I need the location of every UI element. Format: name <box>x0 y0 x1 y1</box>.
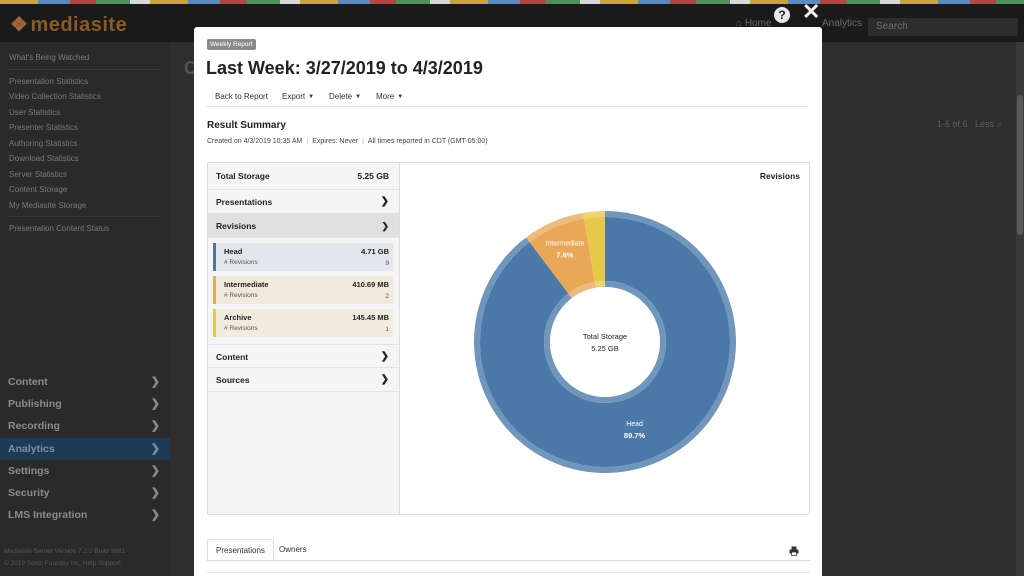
chevron-right-icon: ❯ <box>380 196 389 207</box>
sidebar-link-server-statistics[interactable]: Server Statistics <box>9 169 67 179</box>
sidebar-section-analytics[interactable]: Analytics ❯ <box>0 438 170 460</box>
revisions-row[interactable]: Revisions ❯ <box>208 214 399 238</box>
slice-name-label-head: Head <box>626 421 643 428</box>
tab-presentations[interactable]: Presentations <box>207 539 274 561</box>
donut-slice-inner-ring-archive <box>594 281 605 288</box>
chevron-right-icon: ❯ <box>150 465 160 477</box>
chevron-down-icon: ❯ <box>381 221 389 231</box>
help-link[interactable]: Help <box>82 560 97 567</box>
revision-item-archive[interactable]: Archive 145.45 MB # Revisions 1 <box>213 309 393 337</box>
tab-owners[interactable]: Owners <box>279 545 307 554</box>
sidebar-section-settings[interactable]: Settings ❯ <box>0 460 170 482</box>
print-icon[interactable] <box>789 546 799 556</box>
scrollbar[interactable] <box>1016 42 1024 576</box>
sidebar-link-content-storage[interactable]: Content Storage <box>9 185 68 194</box>
search-input[interactable]: Search <box>868 18 1018 36</box>
presentations-row[interactable]: Presentations ❯ <box>208 190 399 214</box>
timezone-text: All times reported in CDT (GMT-05:00) <box>367 138 488 145</box>
donut-slice-intermediate[interactable] <box>529 218 595 294</box>
brand-stripe <box>0 0 1024 4</box>
chart-area: Revisions Head 89.7% Intermediate 7.6% Total… <box>400 163 809 514</box>
report-modal: Weekly Report Last Week: 3/27/2019 to 4/… <box>194 27 822 576</box>
sidebar-section-publishing[interactable]: Publishing ❯ <box>0 393 170 415</box>
version-text: Mediasite Server Version 7.2.2 Build 388… <box>4 548 126 555</box>
chevron-right-icon: ❯ <box>150 443 160 455</box>
chevron-right-icon: ❯ <box>150 420 160 432</box>
content-row[interactable]: Content ❯ <box>208 344 399 368</box>
background-page-title: C <box>184 58 197 78</box>
user-menu[interactable]: Analytics <box>822 18 863 29</box>
sidebar-section-recording[interactable]: Recording ❯ <box>0 415 170 437</box>
chevron-right-icon: ❯ <box>150 376 160 388</box>
sidebar-link-user-statistics[interactable]: User Statistics <box>9 107 61 117</box>
donut-slice-inner-ring-intermediate <box>568 281 596 299</box>
revisions-donut-chart: Head 89.7% Intermediate 7.6% Total Storage 5.… <box>473 211 736 473</box>
sidebar-link-presenter-statistics[interactable]: Presenter Statistics <box>9 123 78 132</box>
donut-slice-head[interactable] <box>480 217 730 467</box>
sources-row[interactable]: Sources ❯ <box>208 368 399 392</box>
chevron-right-icon: ❯ <box>150 398 160 410</box>
back-to-report-button[interactable]: Back to Report <box>215 92 268 101</box>
divider <box>9 68 161 70</box>
help-icon[interactable]: ? <box>774 7 790 23</box>
report-type-badge: Weekly Report <box>207 39 256 50</box>
report-meta: Created on 4/3/2019 10:35 AM | Expires: Ne… <box>207 138 488 145</box>
revision-item-intermediate[interactable]: Intermediate 410.69 MB # Revisions 2 <box>213 276 393 304</box>
divider <box>9 216 161 217</box>
mediasite-logo[interactable]: ❖ mediasite <box>10 14 128 36</box>
chart-title: Revisions <box>759 171 800 181</box>
created-date: Created on 4/3/2019 10:35 AM <box>207 138 303 145</box>
support-link[interactable]: Support <box>98 560 121 567</box>
sidebar-link-whats-being-watched[interactable]: What's Being Watched <box>9 53 90 62</box>
caret-down-icon: ▼ <box>308 94 315 100</box>
sidebar-link-authoring-statistics[interactable]: Authoring Statistics <box>9 138 78 148</box>
delete-menu-button[interactable]: Delete ▼ <box>329 92 362 101</box>
center-value: 5.25 GB <box>591 344 619 353</box>
copyright-text: © 2019 Sonic Foundry Inc. Help Support <box>4 560 121 567</box>
donut-hole <box>550 287 660 397</box>
home-link[interactable]: ⌂ Home <box>736 18 772 29</box>
modal-title: Last Week: 3/27/2019 to 4/3/2019 <box>206 58 483 78</box>
revision-item-head[interactable]: Head 4.71 GB # Revisions 9 <box>213 243 393 271</box>
detail-tabs: Presentations Owners <box>207 539 810 561</box>
summary-panel: Total Storage 5.25 GB Presentations ❯ Revi… <box>207 162 810 515</box>
caret-down-icon: ▼ <box>397 94 404 100</box>
chevron-right-icon: ❯ <box>150 509 160 521</box>
summary-list: Total Storage 5.25 GB Presentations ❯ Revi… <box>208 163 400 514</box>
divider <box>207 560 810 561</box>
background-pager: 1-6 of 6 Less ⌕ <box>937 119 1002 129</box>
scrollbar-thumb[interactable] <box>1017 95 1023 235</box>
sidebar-section-lms-integration[interactable]: LMS Integration ❯ <box>0 504 170 526</box>
export-menu-button[interactable]: Export ▼ <box>282 92 315 101</box>
chevron-right-icon: ❯ <box>150 487 160 499</box>
more-menu-button[interactable]: More ▼ <box>376 92 404 101</box>
report-toolbar: Back to Report Export ▼ Delete ▼ More ▼ <box>206 89 808 107</box>
expires-text: Expires: Never <box>312 138 359 145</box>
sidebar-link-presentation-statistics[interactable]: Presentation Statistics <box>9 76 89 86</box>
donut-slice-archive[interactable] <box>583 217 605 282</box>
caret-down-icon: ▼ <box>355 94 362 100</box>
chevron-right-icon: ❯ <box>380 351 389 362</box>
sidebar: What's Being Watched Presentation Statis… <box>0 42 170 576</box>
slice-percent-label-head: 89.7% <box>624 431 646 440</box>
slice-name-label-intermediate: Intermediate <box>545 240 584 247</box>
sidebar-section-content[interactable]: Content ❯ <box>0 371 170 393</box>
chevron-right-icon: ❯ <box>380 374 389 385</box>
sidebar-link-video-collection-statistics[interactable]: Video Collection Statistics <box>9 92 101 101</box>
sidebar-link-presentation-content-status[interactable]: Presentation Content Status <box>9 224 110 233</box>
sidebar-section-security[interactable]: Security ❯ <box>0 482 170 504</box>
center-label: Total Storage <box>583 332 627 341</box>
sidebar-link-my-mediasite-storage[interactable]: My Mediasite Storage <box>9 200 87 210</box>
donut-slice-ring-intermediate <box>526 212 584 243</box>
slice-percent-label-intermediate: 7.6% <box>556 250 573 259</box>
donut-slice-ring-archive <box>582 211 605 219</box>
total-storage-row: Total Storage 5.25 GB <box>208 163 399 190</box>
result-summary-title: Result Summary <box>207 120 286 131</box>
close-icon[interactable]: ✕ <box>802 0 821 24</box>
table-header-edge <box>207 572 810 576</box>
sidebar-link-download-statistics[interactable]: Download Statistics <box>9 154 79 163</box>
